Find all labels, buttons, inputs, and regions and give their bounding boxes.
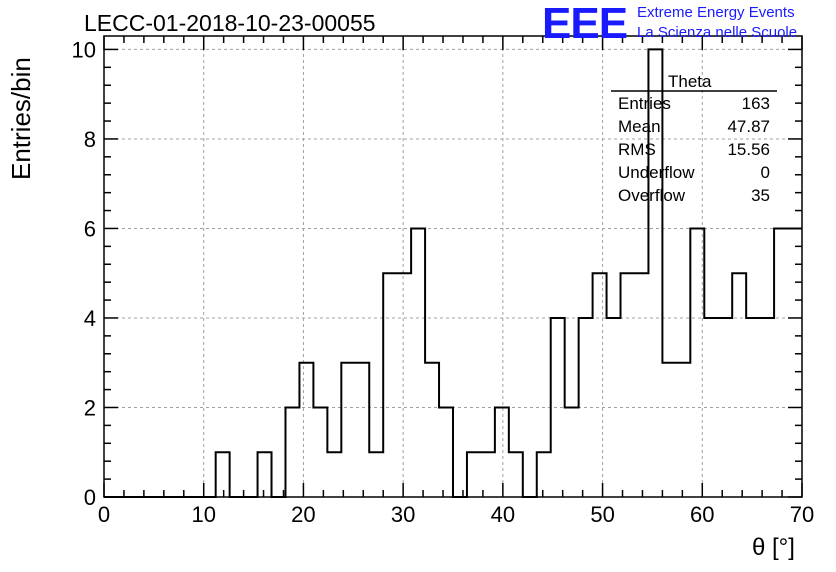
x-tick-label: 20	[291, 502, 315, 527]
stat-label: Underflow	[618, 163, 695, 182]
histogram-bin	[397, 273, 411, 497]
x-axis-label: θ [°]	[752, 534, 795, 561]
histogram-bin	[537, 452, 551, 497]
logo-line-2: La Scienza nelle Scuole	[637, 24, 798, 41]
y-axis-label: Entries/bin	[6, 57, 36, 180]
histogram-series	[104, 48, 802, 498]
stat-value: 47.87	[727, 117, 770, 136]
stat-value: 163	[741, 94, 770, 113]
stat-label: Overflow	[618, 186, 686, 205]
y-tick-label: 0	[84, 485, 96, 510]
x-tick-label: 50	[590, 502, 614, 527]
y-tick-label: 2	[84, 395, 96, 420]
histogram-bin	[313, 407, 327, 497]
histogram-bin	[383, 273, 397, 497]
histogram-bin	[509, 452, 523, 497]
histogram-bin	[621, 273, 635, 497]
stat-value: 0	[760, 163, 770, 182]
stats-box-title: Theta	[668, 72, 712, 91]
histogram-bin	[788, 228, 802, 497]
stat-value: 15.56	[727, 140, 770, 159]
stat-label: Mean	[618, 117, 661, 136]
x-tick-label: 10	[191, 502, 215, 527]
histogram-bin	[495, 407, 509, 497]
histogram-bin	[341, 363, 355, 497]
histogram-bin	[467, 452, 481, 497]
histogram-bin	[369, 452, 383, 497]
stat-label: Entries	[618, 94, 671, 113]
eee-logo: EEE	[542, 0, 628, 48]
y-tick-label: 8	[84, 127, 96, 152]
histogram-bin	[774, 228, 788, 497]
histogram-bin	[355, 363, 369, 497]
histogram-bin	[258, 452, 272, 497]
plot-frame	[103, 35, 803, 498]
y-tick-label: 10	[72, 37, 96, 62]
y-tick-label: 4	[84, 306, 96, 331]
stat-label: RMS	[618, 140, 656, 159]
x-tick-label: 0	[98, 502, 110, 527]
histogram-bin	[285, 407, 299, 497]
x-tick-label: 30	[391, 502, 415, 527]
histogram-bin	[216, 452, 230, 497]
chart-title: LECC-01-2018-10-23-00055	[84, 10, 376, 36]
histogram-bin	[425, 363, 439, 497]
histogram-bin	[662, 363, 676, 497]
x-tick-label: 70	[790, 502, 814, 527]
histogram-bin	[732, 273, 746, 497]
histogram-bin	[411, 228, 425, 497]
stat-value: 35	[751, 186, 770, 205]
histogram-bin	[676, 363, 690, 497]
x-tick-label: 60	[690, 502, 714, 527]
histogram-bin	[565, 407, 579, 497]
x-tick-label: 40	[491, 502, 515, 527]
logo-line-1: Extreme Energy Events	[637, 4, 795, 21]
histogram-bin	[593, 273, 607, 497]
histogram-bin	[299, 363, 313, 497]
histogram-bin	[327, 452, 341, 497]
y-tick-label: 6	[84, 216, 96, 241]
histogram-bin	[439, 407, 453, 497]
histogram-bin	[634, 273, 648, 497]
